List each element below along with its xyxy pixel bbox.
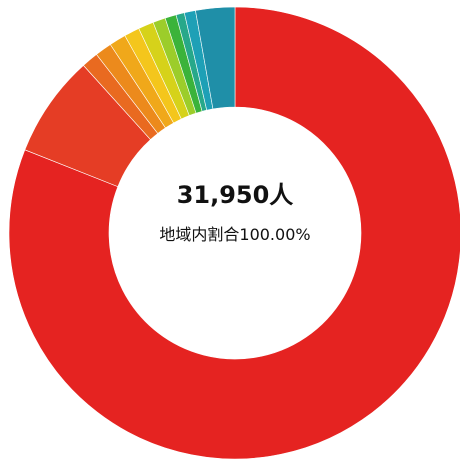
donut-slice-0 [8,6,460,460]
donut-slice-11 [195,6,236,110]
center-total-value: 31,950人 [176,181,294,209]
center-share-text: 地域内割合100.00% [159,225,311,244]
donut-slices [8,6,460,460]
center-label: 31,950人 地域内割合100.00% [95,180,375,246]
